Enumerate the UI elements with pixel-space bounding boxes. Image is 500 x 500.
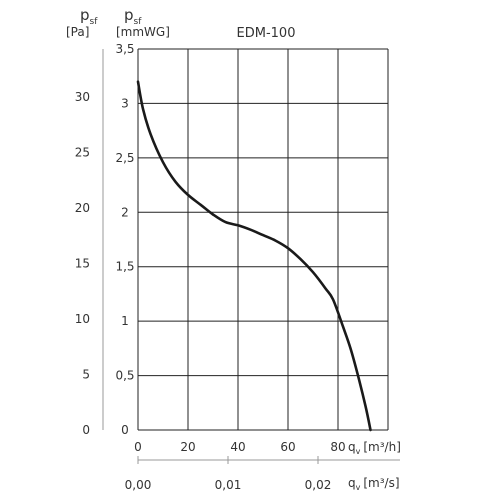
y-tick-label-mmwg: 0,5	[115, 369, 134, 383]
x-tick-label-m3h: 20	[180, 440, 195, 454]
y-tick-label-mmwg: 3	[121, 96, 129, 110]
y-axis-mmwg-header: psf [mmWG]	[116, 6, 170, 39]
axes	[102, 49, 400, 464]
fan-curve-line	[136, 80, 372, 432]
x-axis-m3h-label: qv [m³/h]	[348, 440, 401, 456]
x-tick-label-m3s: 0,02	[305, 478, 332, 492]
y-axis-pa-header: psf [Pa]	[66, 6, 98, 39]
x-axis-m3h-label-unit: [m³/h]	[363, 440, 401, 454]
y-tick-label-pa: 25	[75, 145, 90, 159]
y-tick-label-pa: 30	[75, 90, 90, 104]
y-tick-label-mmwg: 2	[121, 205, 129, 219]
y-tick-label-mmwg: 3,5	[115, 42, 134, 56]
y-axis-mmwg-symbol: p	[124, 6, 134, 24]
tick-labels: 0 0,5 1 1,5 2 2,5 3 3,5 0 5 10 15 20 25 30 0 20 40 60 80 0,0…	[75, 42, 346, 492]
y-tick-label-pa: 5	[82, 367, 90, 381]
y-tick-label-mmwg: 1	[121, 314, 129, 328]
y-axis-pa-unit: [Pa]	[66, 25, 89, 39]
y-tick-label-mmwg: 2,5	[115, 151, 134, 165]
x-axis-m3s-label: qv [m³/s]	[348, 476, 400, 492]
y-axis-mmwg-subscript: sf	[134, 17, 143, 27]
chart-title: EDM-100	[237, 26, 296, 41]
y-axis-pa-symbol: p	[80, 6, 90, 24]
x-axis-unit-labels: qv [m³/h]qv [m³/s]	[348, 440, 401, 492]
x-tick-label-m3h: 60	[280, 440, 295, 454]
y-tick-label-pa: 0	[82, 423, 90, 437]
y-tick-label-mmwg: 0	[121, 423, 129, 437]
y-tick-label-pa: 10	[75, 312, 90, 326]
x-tick-label-m3h: 0	[134, 440, 142, 454]
x-axis-m3s-label-subscript: v	[356, 483, 361, 492]
series-layer	[136, 80, 372, 432]
x-axis-m3s-label-unit: [m³/s]	[363, 476, 399, 490]
y-axis-mmwg-unit: [mmWG]	[116, 25, 170, 39]
y-tick-label-pa: 15	[75, 256, 90, 270]
svg-text:psf: psf	[124, 6, 142, 27]
y-tick-label-mmwg: 1,5	[115, 260, 134, 274]
x-axis-m3s-label-symbol: q	[348, 476, 356, 490]
svg-text:psf: psf	[80, 6, 98, 27]
x-tick-label-m3s: 0,00	[125, 478, 152, 492]
x-tick-label-m3h: 40	[230, 440, 245, 454]
grid	[137, 48, 389, 431]
y-tick-label-pa: 20	[75, 201, 90, 215]
y-axis-pa-subscript: sf	[90, 17, 99, 27]
x-axis-m3h-label-subscript: v	[356, 447, 361, 456]
x-tick-label-m3s: 0,01	[215, 478, 242, 492]
x-axis-m3h-label-symbol: q	[348, 440, 356, 454]
x-tick-label-m3h: 80	[330, 440, 345, 454]
